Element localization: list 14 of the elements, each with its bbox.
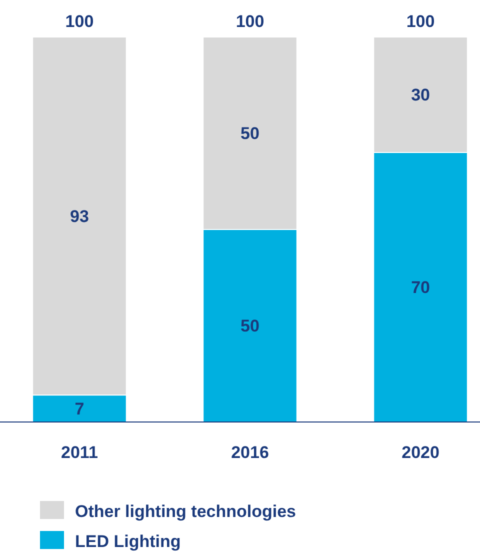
legend-label: LED Lighting <box>75 532 181 551</box>
data-label: 30 <box>411 86 430 105</box>
data-label: 70 <box>411 278 430 298</box>
legend-label: Other lighting technologies <box>75 502 296 521</box>
total-label: 100 <box>236 12 264 31</box>
data-label: 93 <box>70 206 89 226</box>
x-tick-label: 2011 <box>61 442 98 462</box>
x-tick-label: 2016 <box>231 442 269 462</box>
total-label: 100 <box>65 12 94 31</box>
x-tick-label: 2020 <box>402 442 440 462</box>
data-label: 50 <box>240 316 260 336</box>
data-label: 7 <box>74 399 84 418</box>
data-label: 50 <box>240 124 260 144</box>
total-label: 100 <box>406 12 435 31</box>
